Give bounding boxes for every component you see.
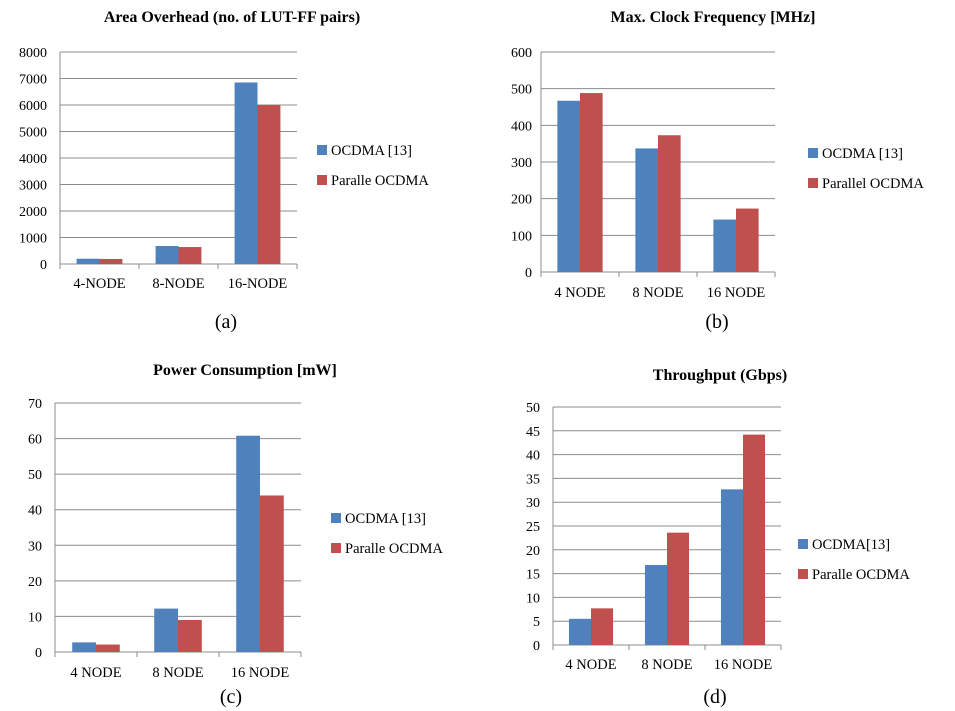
chart-4-category-label: 4 NODE — [565, 657, 616, 673]
chart-2-y-tick-label: 300 — [511, 156, 532, 171]
chart-4-caption: (d) — [703, 686, 726, 708]
chart-4-y-tick-label: 0 — [533, 639, 540, 654]
chart-1-bar-ocdma — [234, 82, 258, 264]
chart-1-y-tick-label: 2000 — [19, 205, 47, 220]
chart-2-category-label: 16 NODE — [707, 285, 766, 301]
chart-3-category-label: 8 NODE — [152, 665, 203, 681]
chart-3-bar-ocdma — [72, 642, 96, 652]
chart-1-legend-label: OCDMA [13] — [331, 143, 412, 159]
chart-1-bar-ocdma — [155, 245, 179, 264]
chart-3-legend-label: OCDMA [13] — [345, 511, 426, 527]
chart-2-y-tick-label: 600 — [511, 46, 532, 61]
chart-2-legend-label: Parallel OCDMA — [822, 176, 924, 192]
chart-2-legend-label: OCDMA [13] — [822, 146, 903, 162]
chart-4-legend-label: OCDMA[13] — [812, 537, 890, 553]
chart-3-bar-ocdma — [236, 435, 260, 652]
chart-2-y-tick-label: 400 — [511, 119, 532, 134]
chart-3-bar-parallel-ocdma — [260, 495, 284, 652]
chart-1-legend-swatch — [317, 175, 327, 185]
chart-1-y-tick-label: 6000 — [19, 99, 47, 114]
chart-2-bar-parallel-ocdma — [580, 93, 603, 272]
chart-4-bar-parallel-ocdma — [591, 608, 614, 645]
chart-1-y-tick-label: 5000 — [19, 126, 47, 141]
chart-1-y-tick-label: 7000 — [19, 73, 47, 88]
chart-2-category-label: 4 NODE — [554, 285, 605, 301]
chart-1-bar-ocdma — [76, 258, 100, 264]
chart-4-bar-ocdma — [568, 618, 591, 645]
chart-4-category-label: 16 NODE — [714, 657, 773, 673]
chart-3-bar-parallel-ocdma — [178, 619, 202, 652]
chart-1-y-tick-label: 1000 — [19, 232, 47, 247]
chart-3-y-tick-label: 60 — [28, 433, 42, 448]
chart-3-y-tick-label: 50 — [28, 468, 42, 483]
chart-3-y-tick-label: 10 — [28, 610, 42, 625]
chart-2-y-tick-label: 100 — [511, 229, 532, 244]
chart-1-bar-parallel-ocdma — [178, 247, 202, 264]
chart-1-legend-label: Paralle OCDMA — [331, 173, 429, 189]
chart-1-caption: (a) — [215, 311, 237, 333]
chart-1-y-tick-label: 4000 — [19, 152, 47, 167]
chart-4-y-tick-label: 10 — [526, 591, 540, 606]
chart-3-y-tick-label: 0 — [35, 646, 42, 661]
chart-3-y-tick-label: 20 — [28, 575, 42, 590]
chart-1-y-tick-label: 3000 — [19, 179, 47, 194]
chart-4-y-tick-label: 50 — [526, 401, 540, 416]
chart-2-title: Max. Clock Frequency [MHz] — [611, 9, 816, 26]
chart-2-bar-ocdma — [557, 100, 580, 273]
chart-4-legend-swatch — [798, 569, 808, 579]
chart-3-bar-parallel-ocdma — [96, 644, 120, 652]
chart-1-category-label: 16-NODE — [228, 276, 288, 292]
chart-2-y-tick-label: 0 — [525, 266, 532, 281]
chart-3-category-label: 16 NODE — [231, 665, 290, 681]
chart-2-bar-parallel-ocdma — [736, 208, 759, 272]
chart-4-bar-ocdma — [644, 565, 667, 645]
chart-1-bar-parallel-ocdma — [99, 258, 123, 264]
chart-2-bar-ocdma — [713, 219, 736, 272]
chart-4-y-tick-label: 45 — [526, 425, 540, 440]
chart-4-legend-label: Paralle OCDMA — [812, 567, 910, 583]
chart-3-y-tick-label: 70 — [28, 397, 42, 412]
chart-2-y-tick-label: 500 — [511, 83, 532, 98]
chart-4-y-tick-label: 25 — [526, 520, 540, 535]
chart-4-legend-swatch — [798, 539, 808, 549]
chart-3-bar-ocdma — [154, 608, 178, 652]
chart-4-y-tick-label: 20 — [526, 544, 540, 559]
chart-4-y-tick-label: 35 — [526, 472, 540, 487]
chart-4-y-tick-label: 15 — [526, 568, 540, 583]
chart-1-category-label: 4-NODE — [73, 276, 125, 292]
chart-3-y-tick-label: 40 — [28, 504, 42, 519]
chart-3-legend-swatch — [331, 543, 341, 553]
chart-2-caption: (b) — [705, 311, 728, 333]
chart-3-title: Power Consumption [mW] — [153, 362, 337, 379]
chart-3-legend-label: Paralle OCDMA — [345, 541, 443, 557]
chart-1-legend-swatch — [317, 145, 327, 155]
chart-2-legend-swatch — [808, 178, 818, 188]
chart-2-bar-ocdma — [635, 148, 658, 272]
chart-4-category-label: 8 NODE — [641, 657, 692, 673]
chart-3-legend-swatch — [331, 513, 341, 523]
chart-1-y-tick-label: 8000 — [19, 46, 47, 61]
chart-4-title: Throughput (Gbps) — [653, 367, 787, 384]
chart-1-category-label: 8-NODE — [152, 276, 204, 292]
chart-2-legend-swatch — [808, 148, 818, 158]
chart-3-y-tick-label: 30 — [28, 539, 42, 554]
chart-4-y-tick-label: 5 — [533, 615, 540, 630]
chart-1-bar-parallel-ocdma — [257, 105, 281, 264]
chart-2-y-tick-label: 200 — [511, 193, 532, 208]
chart-4-y-tick-label: 30 — [526, 496, 540, 511]
chart-3-caption: (c) — [220, 686, 242, 708]
chart-2-category-label: 8 NODE — [632, 285, 683, 301]
chart-2-bar-parallel-ocdma — [658, 135, 681, 272]
chart-4-y-tick-label: 40 — [526, 449, 540, 464]
chart-4-bar-parallel-ocdma — [667, 532, 690, 645]
chart-3-category-label: 4 NODE — [70, 665, 121, 681]
chart-4-bar-parallel-ocdma — [743, 434, 766, 645]
chart-1-title: Area Overhead (no. of LUT-FF pairs) — [104, 9, 360, 26]
chart-4-bar-ocdma — [720, 489, 743, 645]
chart-1-y-tick-label: 0 — [40, 258, 47, 273]
